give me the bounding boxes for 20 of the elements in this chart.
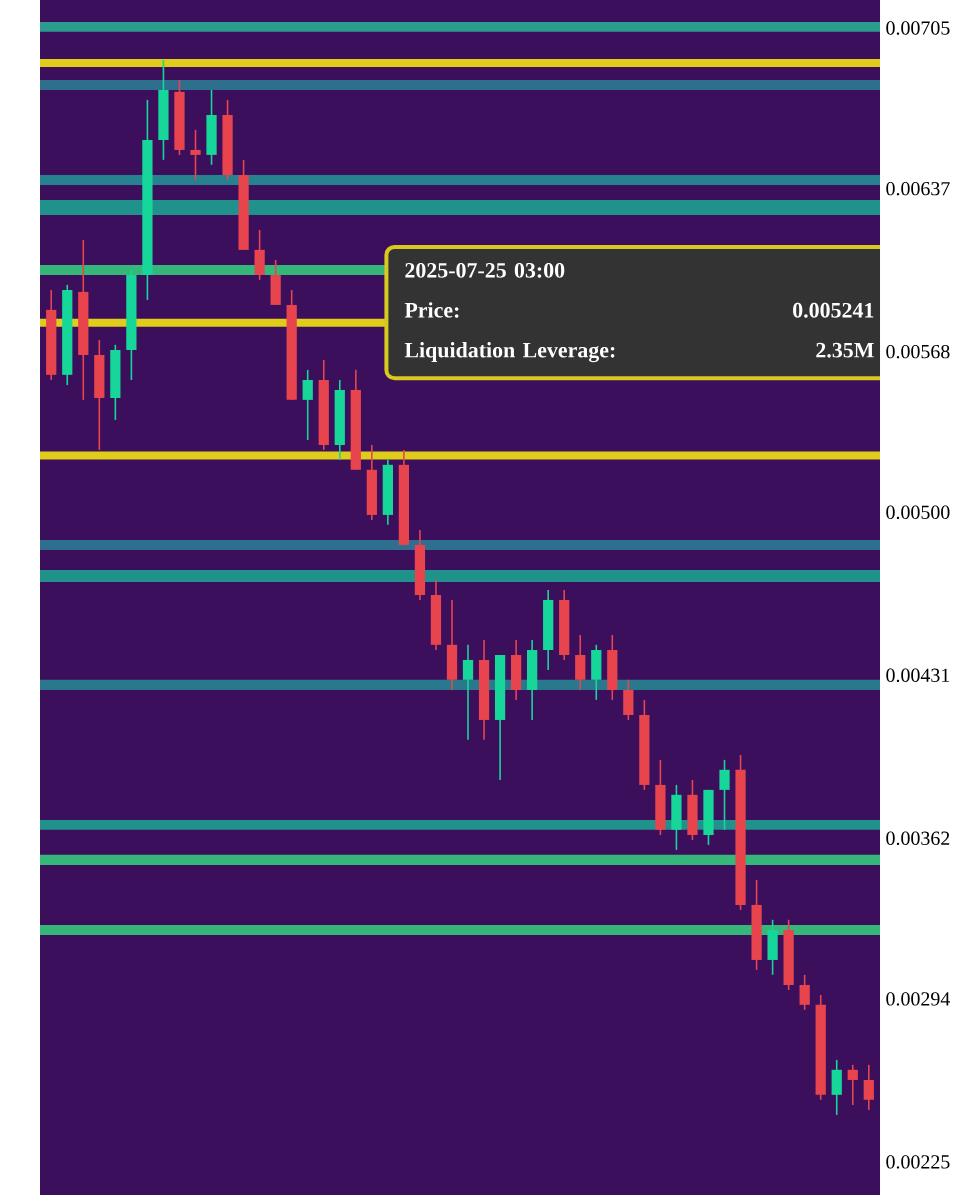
candlestick [462,644,474,741]
y-tick-label: 0.00637 [886,181,950,196]
y-tick-label: 0.00500 [886,505,950,520]
candlestick [863,1064,874,1111]
y-tick-label: 0.00568 [886,344,950,359]
candlestick [799,974,810,1011]
y-tick-label: 0.00431 [886,668,950,683]
y-tick-label: 0.00705 [886,21,950,35]
annotation: 0.005241 [793,302,874,318]
candlestick [190,129,201,181]
candlestick [302,369,313,441]
annotation: Liquidation Leverage: [404,342,615,363]
candlestick [719,759,730,831]
annotation: 2.35M [816,342,874,358]
annotation: 2025-07-25 03:00 [405,262,565,278]
annotation: Price: [404,302,459,318]
y-tick-label: 0.00362 [886,831,950,846]
candlestick [847,1064,858,1106]
y-tick-label: 0.00225 [886,1155,950,1169]
y-tick-label: 0.00294 [886,992,950,1006]
